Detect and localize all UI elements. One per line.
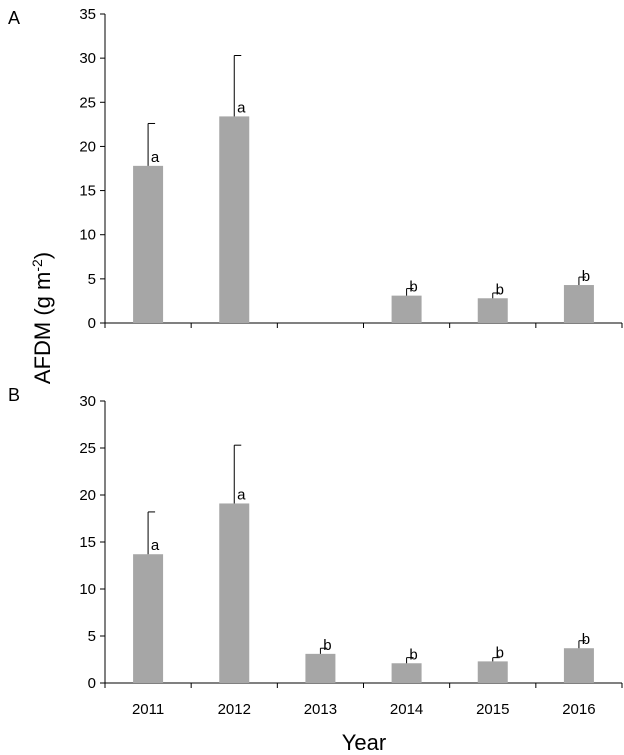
bar — [563, 285, 594, 323]
x-tick-label: 2012 — [218, 701, 251, 718]
significance-letter: b — [323, 637, 331, 654]
significance-letter: b — [496, 644, 504, 661]
significance-letter: b — [409, 279, 417, 296]
y-tick-label: 15 — [79, 183, 96, 200]
y-tick-label: 25 — [79, 440, 96, 457]
bar — [219, 503, 250, 683]
significance-letter: b — [582, 268, 590, 285]
x-tick-label: 2014 — [390, 701, 423, 718]
bar — [477, 298, 508, 323]
x-tick-label: 2011 — [132, 701, 164, 718]
y-tick-label: 10 — [79, 227, 96, 244]
y-axis-label: AFDM (g m-2) — [29, 252, 55, 384]
bar — [305, 653, 336, 683]
y-tick-label: 0 — [88, 315, 96, 332]
panel-label: B — [8, 385, 20, 405]
y-tick-label: 30 — [79, 393, 96, 410]
y-tick-label: 25 — [79, 94, 96, 111]
significance-letter: b — [409, 646, 417, 663]
bar — [563, 648, 594, 683]
bar — [477, 661, 508, 683]
bar — [391, 663, 422, 683]
y-tick-label: 15 — [79, 534, 96, 551]
y-tick-label: 30 — [79, 50, 96, 67]
y-tick-label: 0 — [88, 675, 96, 692]
y-tick-label: 5 — [88, 628, 96, 645]
bar — [133, 554, 164, 683]
y-tick-label: 20 — [79, 138, 96, 155]
x-tick-label: 2013 — [304, 701, 337, 718]
x-axis-label: Year — [342, 730, 386, 755]
x-tick-label: 2015 — [476, 701, 509, 718]
panel-a: A 0 5 10 15 20 25 30 35 a a b b b — [8, 6, 623, 332]
x-tick-label: 2016 — [562, 701, 595, 718]
bar — [391, 295, 422, 323]
significance-letter: a — [237, 486, 246, 503]
significance-letter: b — [496, 281, 504, 298]
significance-letter: a — [151, 537, 160, 554]
y-tick-label: 10 — [79, 581, 96, 598]
y-tick-label: 35 — [79, 6, 96, 23]
panel-b: B 0 5 10 15 20 25 30 2011 2012 2013 2014 2015 2016 a a b… — [8, 385, 623, 718]
y-tick-label: 5 — [88, 271, 96, 288]
bar — [133, 165, 164, 323]
significance-letter: a — [151, 149, 160, 166]
panel-label: A — [8, 8, 20, 28]
y-tick-label: 20 — [79, 487, 96, 504]
bar — [219, 116, 250, 323]
significance-letter: b — [582, 631, 590, 648]
significance-letter: a — [237, 99, 246, 116]
